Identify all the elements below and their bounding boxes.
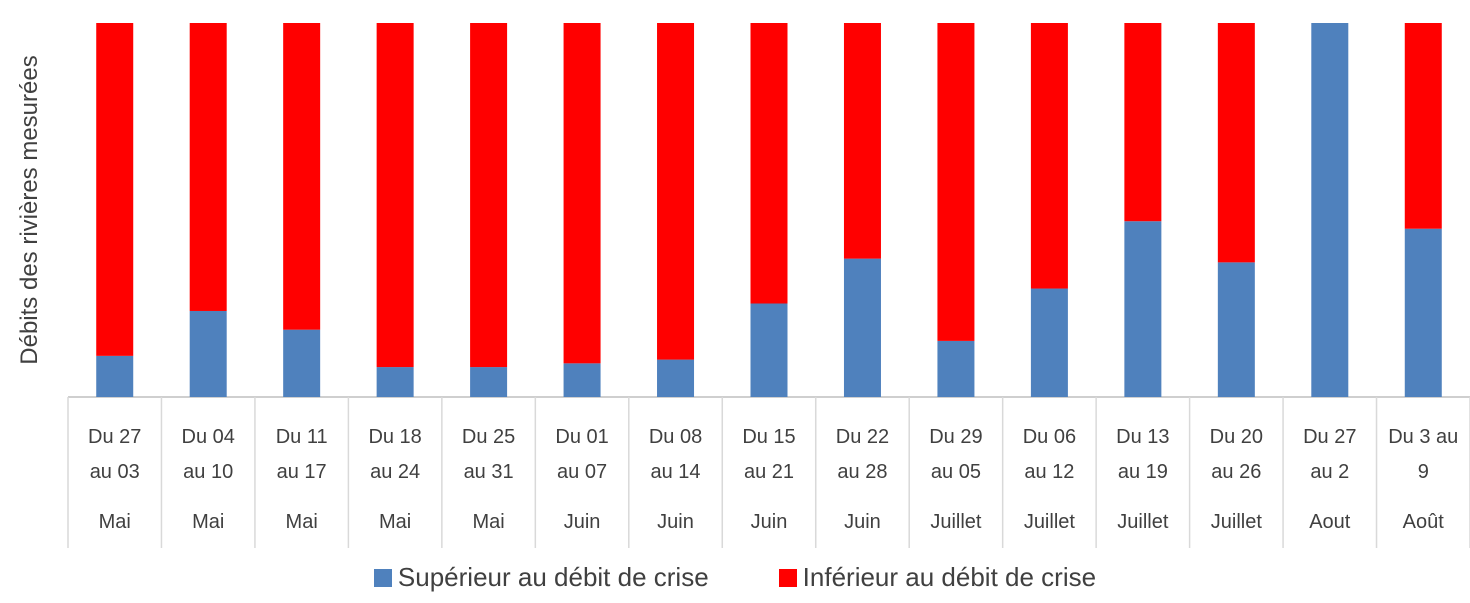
legend-swatch: [373, 568, 392, 587]
bar-segment: [376, 23, 414, 368]
x-tick-label: Du 06 au 12: [1022, 426, 1077, 483]
x-group-label: Août: [1402, 511, 1444, 533]
x-tick-label: Du 22 au 28: [835, 426, 890, 483]
bar-segment: [750, 303, 788, 397]
bar-segment: [1404, 23, 1442, 229]
x-tick-label: Du 3 au 9: [1388, 426, 1459, 483]
bar-segment: [470, 367, 508, 397]
x-tick-label: Du 11 au 17: [275, 426, 328, 483]
x-group-label: Mai: [379, 511, 412, 533]
bar-segment: [283, 23, 321, 330]
x-group-label: Juillet: [1117, 511, 1169, 533]
legend-item: Inférieur au débit de crise: [778, 562, 1097, 593]
bar-segment: [563, 363, 601, 397]
bar-segment: [563, 23, 601, 364]
bar-segment: [750, 23, 788, 304]
x-tick-label: Du 08 au 14: [648, 426, 703, 483]
x-tick-label: Du 25 au 31: [461, 426, 516, 483]
x-group-label: Juillet: [930, 511, 982, 533]
bar-segment: [96, 355, 134, 397]
x-group-label: Mai: [192, 511, 225, 533]
legend-label: Supérieur au débit de crise: [397, 562, 709, 592]
bar-segment: [657, 23, 695, 360]
y-axis-title: Débits des rivières mesurées: [16, 55, 43, 365]
x-tick-label: Du 13 au 19: [1116, 426, 1170, 483]
x-tick-label: Du 27 au 03: [88, 426, 142, 483]
bar-segment: [96, 23, 134, 356]
x-tick-label: Du 27 au 2: [1303, 426, 1357, 483]
x-tick-label: Du 29 au 05: [929, 426, 983, 483]
bar-segment: [189, 23, 227, 311]
bar-segment: [1311, 23, 1349, 397]
legend-swatch: [778, 568, 797, 587]
x-tick-label: Du 01 au 07: [555, 426, 609, 483]
bar-segment: [1404, 228, 1442, 397]
bar-segment: [657, 359, 695, 397]
legend-item: Supérieur au débit de crise: [373, 562, 709, 593]
x-tick-label: Du 20 au 26: [1209, 426, 1264, 483]
x-group-label: Juillet: [1210, 511, 1262, 533]
x-group-label: Mai: [98, 511, 131, 533]
x-tick-label: Du 04 au 10: [181, 426, 235, 483]
bar-segment: [843, 23, 881, 259]
bar-segment: [1124, 221, 1162, 397]
x-tick-label: Du 15 au 21: [742, 426, 796, 483]
bar-segment: [189, 310, 227, 397]
bar-segment: [937, 23, 975, 341]
x-group-label: Juin: [563, 511, 601, 533]
x-group-label: Juin: [750, 511, 788, 533]
bar-segment: [283, 329, 321, 397]
bar-segment: [1030, 23, 1068, 289]
x-group-label: Juin: [657, 511, 694, 533]
legend: Supérieur au débit de crise Inférieur au …: [0, 562, 1470, 593]
bar-segment: [470, 23, 508, 368]
bar-segment: [1124, 23, 1162, 222]
bar-segment: [843, 258, 881, 397]
x-group-label: Juillet: [1023, 511, 1075, 533]
bar-segment: [376, 367, 414, 397]
x-group-label: Aout: [1309, 511, 1351, 533]
bar-segment: [1217, 23, 1255, 263]
x-tick-label: Du 18 au 24: [368, 426, 422, 483]
bar-segment: [1030, 288, 1068, 397]
bar-segment: [937, 340, 975, 397]
bar-segment: [1217, 262, 1255, 397]
x-group-label: Mai: [285, 511, 318, 533]
x-group-label: Mai: [472, 511, 505, 533]
legend-label: Inférieur au débit de crise: [802, 562, 1097, 592]
x-group-label: Juin: [844, 511, 881, 533]
